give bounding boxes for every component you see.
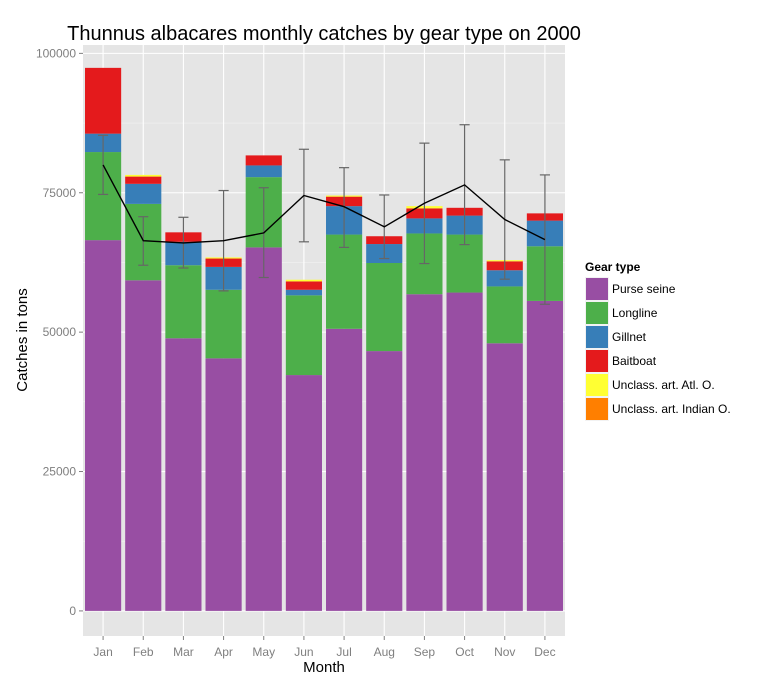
bar-segment [285, 279, 322, 282]
bar-segment [326, 234, 363, 329]
bar-segment [245, 165, 282, 178]
bar-segment [85, 240, 122, 611]
bar-segment [406, 294, 443, 611]
bar-segment [486, 343, 523, 611]
legend-swatch [586, 326, 608, 348]
legend-label: Gillnet [612, 330, 647, 344]
x-axis-title: Month [303, 659, 345, 676]
bar-segment [285, 289, 322, 296]
y-tick-label: 25000 [43, 465, 77, 479]
legend: Gear type Purse seine Longline Gillnet Bait… [585, 260, 731, 421]
bar-segment [245, 155, 282, 166]
y-axis-title: Catches in tons [14, 288, 31, 391]
x-tick-label: Dec [534, 645, 555, 659]
bar-segment [285, 295, 322, 376]
legend-label: Longline [612, 306, 658, 320]
bar-segment [526, 300, 563, 611]
y-tick-label: 100000 [36, 46, 76, 60]
bar-segment [486, 286, 523, 344]
legend-title: Gear type [585, 260, 641, 274]
legend-swatch [586, 374, 608, 396]
mean-line [102, 164, 546, 244]
bar-segment [165, 265, 202, 339]
x-tick-label: Jun [294, 645, 313, 659]
bar-segment [285, 281, 322, 290]
bar-segment [245, 247, 282, 611]
x-tick-label: Aug [374, 645, 395, 659]
legend-swatch [586, 350, 608, 372]
bar-segment [125, 174, 162, 177]
bar-segment [165, 338, 202, 611]
bar-segment [446, 292, 483, 611]
y-tick-label: 0 [69, 604, 76, 618]
bar-segment [125, 176, 162, 184]
x-tick-label: May [252, 645, 275, 659]
plot-panel [83, 45, 565, 636]
legend-swatch [586, 398, 608, 420]
bar-segment [366, 351, 403, 611]
y-tick-label: 75000 [43, 186, 77, 200]
y-axis: 0 25000 50000 75000 100000 [36, 46, 83, 618]
x-tick-label: Jul [336, 645, 351, 659]
x-tick-label: Oct [455, 645, 474, 659]
bar-segment [205, 358, 242, 611]
mean-line-group [102, 164, 546, 244]
x-tick-label: Apr [214, 645, 233, 659]
legend-label: Purse seine [612, 282, 676, 296]
x-tick-label: Feb [133, 645, 154, 659]
bar-segment [366, 263, 403, 352]
bar-segment [125, 280, 162, 611]
error-bars [98, 124, 550, 305]
x-tick-label: Nov [494, 645, 515, 659]
legend-swatch [586, 302, 608, 324]
bar-segment [125, 183, 162, 204]
bar-segment [285, 375, 322, 611]
legend-swatch [586, 278, 608, 300]
x-tick-label: Sep [414, 645, 436, 659]
chart-title: Thunnus albacares monthly catches by gea… [67, 23, 581, 45]
legend-label: Unclass. art. Atl. O. [612, 378, 715, 392]
y-tick-label: 50000 [43, 325, 77, 339]
bar-segment [326, 328, 363, 611]
legend-label: Unclass. art. Indian O. [612, 402, 731, 416]
legend-label: Baitboat [612, 354, 657, 368]
x-tick-label: Jan [93, 645, 112, 659]
bar-segment [205, 289, 242, 359]
x-tick-label: Mar [173, 645, 194, 659]
bar-segment [85, 67, 122, 134]
grid-minor [83, 122, 565, 542]
x-axis: Jan Feb Mar Apr May Jun Jul Aug Sep Oct Nov Dec [93, 636, 556, 659]
